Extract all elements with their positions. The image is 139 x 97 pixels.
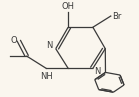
Text: O: O [11,36,17,45]
Text: OH: OH [62,2,75,11]
Text: N: N [47,41,53,50]
Text: N: N [94,67,101,76]
Text: NH: NH [40,72,53,81]
Text: Br: Br [112,12,121,21]
